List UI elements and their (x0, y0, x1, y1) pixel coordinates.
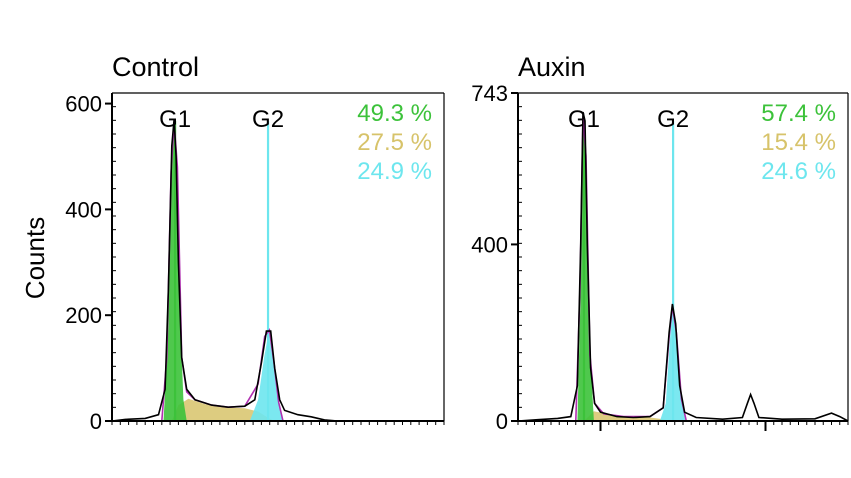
s-percentage: 27.5 % (357, 129, 432, 156)
panel-title: Auxin (518, 52, 586, 82)
y-tick-label: 600 (65, 92, 102, 117)
panel-title: Control (112, 52, 199, 82)
g2-percentage: 24.9 % (357, 158, 432, 185)
y-tick-label: 200 (65, 303, 102, 328)
g2-marker-label: G2 (252, 106, 284, 133)
y-tick-label: 743 (471, 81, 508, 106)
y-tick-label: 0 (496, 409, 508, 434)
s-phase-area (171, 398, 275, 421)
g1-phase-area (577, 116, 594, 422)
g1-percentage: 49.3 % (357, 100, 432, 127)
histogram-line (517, 111, 849, 422)
g1-percentage: 57.4 % (761, 100, 836, 127)
g2-marker-label: G2 (657, 106, 689, 133)
y-tick-label: 400 (65, 197, 102, 222)
g2-percentage: 24.6 % (761, 158, 836, 185)
s-phase-area (584, 411, 670, 421)
y-tick-label: 400 (471, 232, 508, 257)
y-tick-label: 0 (90, 409, 102, 434)
y-axis-label: Counts (20, 217, 50, 299)
histogram-line (111, 119, 444, 422)
g2-phase-area (249, 332, 283, 421)
s-percentage: 15.4 % (761, 129, 836, 156)
